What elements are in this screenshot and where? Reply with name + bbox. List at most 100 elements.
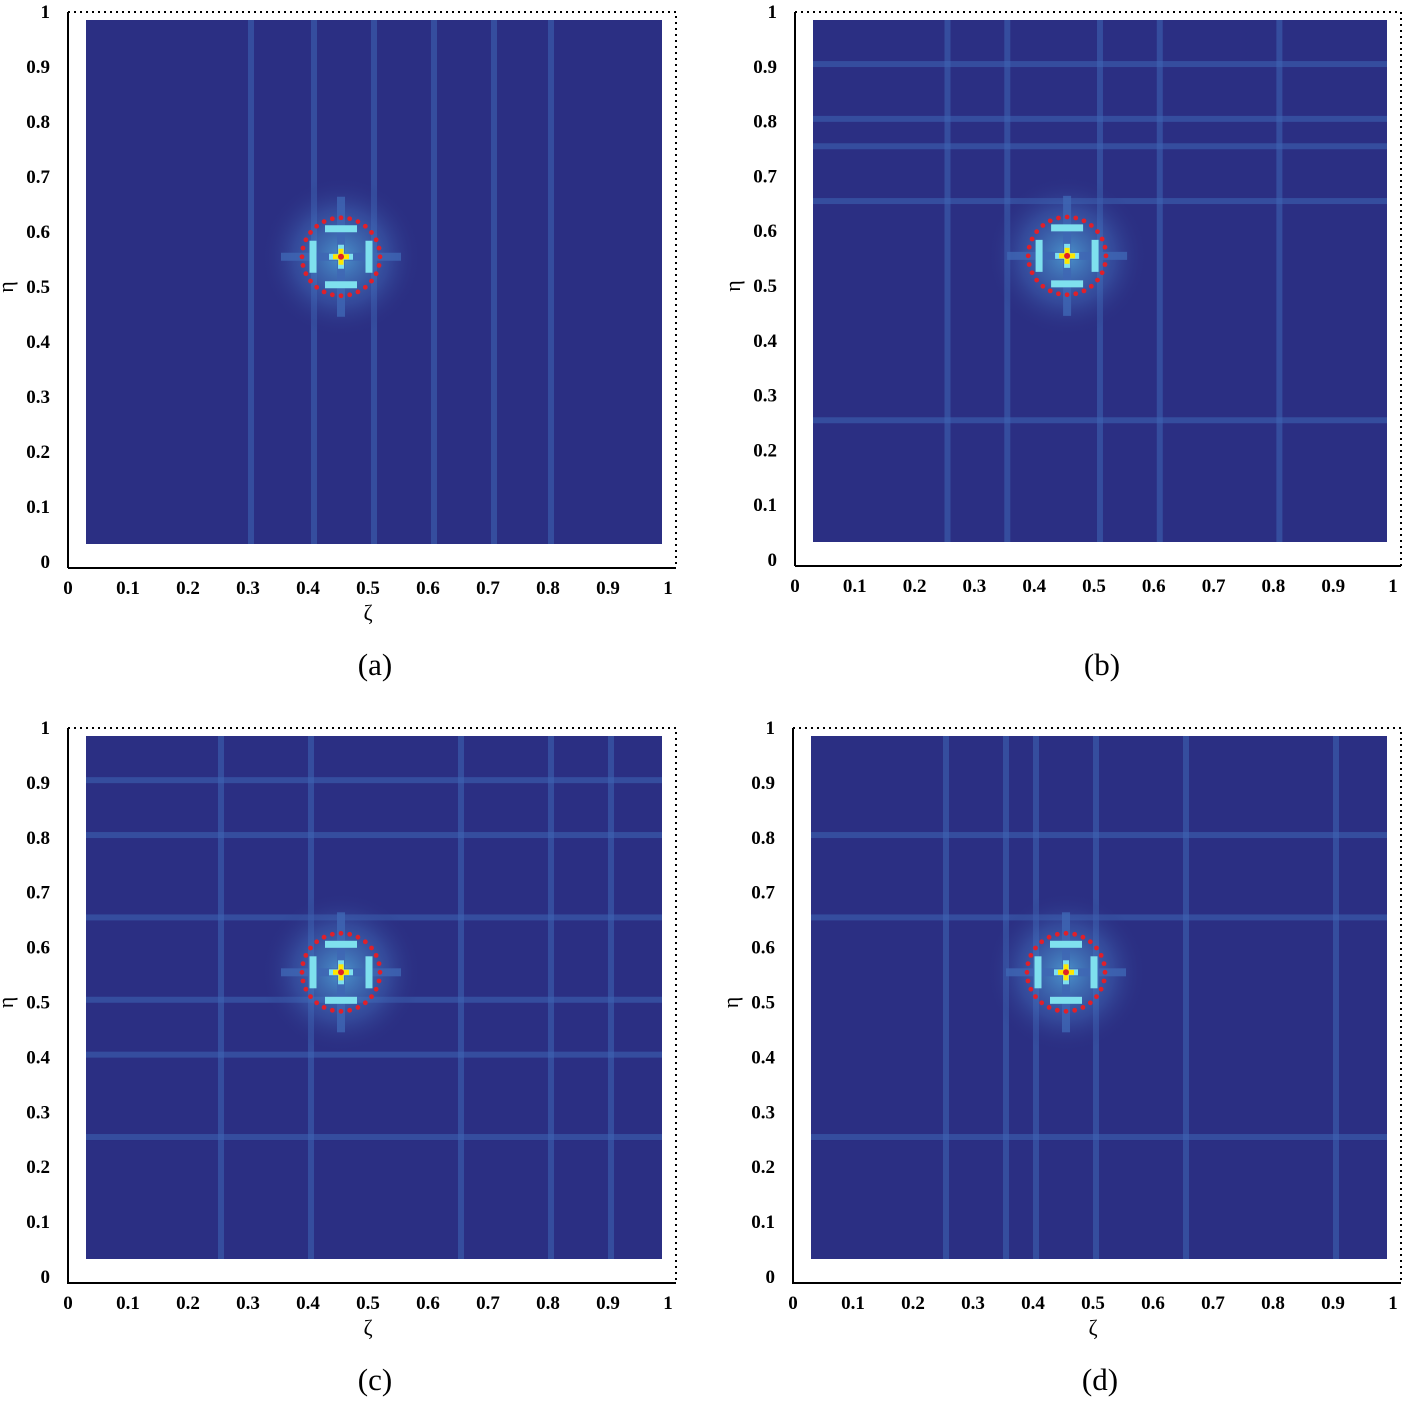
y-tick-label: 0.3 <box>26 1102 50 1123</box>
peak-point <box>1063 969 1069 976</box>
circle-marker <box>1024 969 1030 975</box>
y-tick-label: 0.7 <box>26 883 50 904</box>
circle-marker <box>1025 961 1031 967</box>
x-tick-label: 0.6 <box>416 578 440 599</box>
x-tick-label: 0.6 <box>1142 576 1166 597</box>
x-tick-label: 0 <box>790 576 800 597</box>
x-tick-label: 0.4 <box>296 578 320 599</box>
y-tick-label: 0.3 <box>751 1102 775 1123</box>
x-tick-label: 0.7 <box>1202 576 1226 597</box>
x-axis-label: ζ <box>363 1315 372 1340</box>
circle-marker <box>1088 283 1094 289</box>
x-tick-label: 0.6 <box>416 1293 440 1314</box>
circle-marker <box>1039 939 1045 945</box>
y-tick-label: 0.9 <box>753 57 777 78</box>
y-tick-label: 0.4 <box>26 1047 50 1068</box>
y-tick-label: 0.5 <box>26 993 50 1014</box>
circle-marker <box>1081 218 1087 224</box>
x-tick-label: 0.2 <box>176 1293 200 1314</box>
circle-marker <box>355 219 361 225</box>
circle-marker <box>355 1005 361 1010</box>
y-tick-label: 0.1 <box>751 1212 775 1233</box>
x-tick-label: 0.2 <box>901 1293 925 1314</box>
circle-marker <box>338 215 344 221</box>
y-tick-label: 0.6 <box>751 938 775 959</box>
y-tick-label: 0.8 <box>26 112 50 133</box>
panel-a: 0 0.1 0.2 0.3 0.4 0.5 0.6 0.7 0.8 0.9 1 0 0.1 0.2 0.3 0… <box>0 2 677 682</box>
circle-marker <box>300 961 306 967</box>
y-tick-label: 0.3 <box>753 386 777 407</box>
peak-point <box>1064 252 1071 259</box>
circle-marker <box>1101 961 1107 967</box>
vertical-stripe <box>491 20 497 544</box>
y-tick-label: 0.5 <box>751 993 775 1014</box>
y-tick-label: 0.8 <box>753 112 777 133</box>
horizontal-stripe <box>86 1051 662 1058</box>
circle-marker <box>1034 277 1040 283</box>
axes-frame <box>794 11 1402 567</box>
circle-marker <box>299 254 305 260</box>
circle-marker <box>1039 1000 1045 1006</box>
circle-marker <box>1098 986 1104 992</box>
vertical-stripe <box>548 20 554 544</box>
horizontal-stripe <box>86 777 662 784</box>
y-tick-label: 0.5 <box>753 276 777 297</box>
circle-marker <box>376 978 382 984</box>
circle-marker <box>300 263 306 268</box>
circle-marker <box>377 254 383 260</box>
circle-marker <box>1033 945 1038 951</box>
ring-lobe <box>325 281 357 289</box>
y-tick-label: 0.2 <box>26 442 50 463</box>
circle-marker <box>373 952 379 958</box>
circle-marker <box>314 284 320 290</box>
circle-marker <box>338 293 344 299</box>
peak-point <box>338 969 344 976</box>
y-tick-label: 0.8 <box>26 828 50 849</box>
y-tick-label: 0.6 <box>26 938 50 959</box>
x-axis-label: ζ <box>363 600 372 625</box>
x-tick-label: 0.2 <box>903 576 927 597</box>
circle-marker <box>1080 934 1086 940</box>
vertical-stripe <box>431 20 437 544</box>
x-tick-label: 0.6 <box>1141 1293 1165 1314</box>
ring-lobe <box>1034 956 1042 989</box>
x-tick-label: 0.3 <box>961 1293 985 1314</box>
circle-marker <box>1046 1005 1052 1010</box>
panel-caption: (a) <box>358 647 392 682</box>
x-tick-label: 1 <box>1388 576 1398 597</box>
x-tick-label: 0.3 <box>236 1293 260 1314</box>
circle-marker <box>329 1007 335 1013</box>
y-tick-label: 0.5 <box>26 277 50 298</box>
y-tick-label: 0 <box>41 1267 51 1288</box>
circle-marker <box>1080 1005 1086 1010</box>
circle-marker <box>1095 277 1100 283</box>
ring-lobe <box>1050 940 1082 948</box>
x-tick-label: 1 <box>1388 1293 1398 1314</box>
vertical-stripe <box>1276 20 1283 542</box>
circle-marker <box>1026 262 1032 267</box>
x-tick-label: 0 <box>63 1293 73 1314</box>
ring-lobe <box>1051 280 1084 288</box>
ring-lobe <box>365 240 373 273</box>
horizontal-stripe <box>86 1134 662 1141</box>
y-tick-label: 0.1 <box>26 497 50 518</box>
panel-d: 0 0.1 0.2 0.3 0.4 0.5 0.6 0.7 0.8 0.9 1 0 0.1 0.2 0.3 0… <box>718 718 1402 1397</box>
x-tick-label: 0.8 <box>536 578 560 599</box>
vertical-stripe <box>943 736 949 1259</box>
circle-marker <box>373 237 379 243</box>
y-tick-label: 0.2 <box>26 1157 50 1178</box>
y-tick-label: 0.1 <box>26 1212 50 1233</box>
circle-marker <box>300 978 306 984</box>
y-tick-label: 0.2 <box>751 1157 775 1178</box>
circle-marker <box>362 939 368 945</box>
y-tick-label: 1 <box>768 2 778 23</box>
vertical-stripe <box>944 20 951 542</box>
x-tick-label: 0.9 <box>596 1293 620 1314</box>
horizontal-stripe <box>86 832 662 839</box>
y-axis-label: η <box>0 997 18 1009</box>
x-tick-label: 0.5 <box>1081 1293 1105 1314</box>
y-tick-label: 0.3 <box>26 387 50 408</box>
circle-marker <box>321 1005 327 1010</box>
x-tick-label: 0.7 <box>1201 1293 1225 1314</box>
